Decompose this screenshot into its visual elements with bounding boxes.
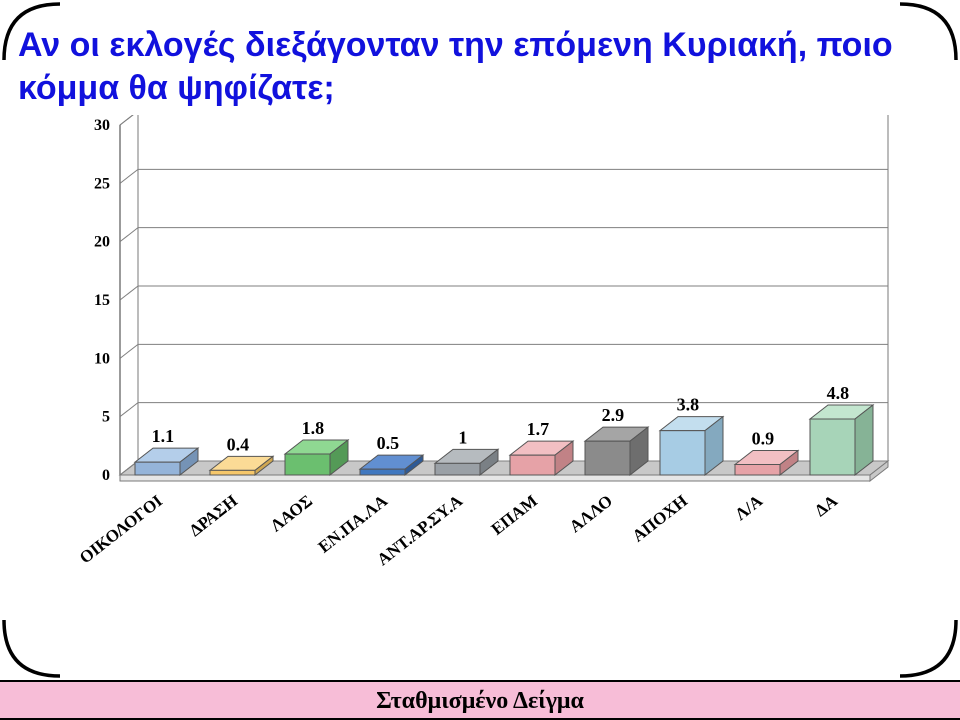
svg-text:ΛΑΟΣ: ΛΑΟΣ xyxy=(267,491,316,535)
svg-text:10: 10 xyxy=(94,350,110,367)
svg-text:1: 1 xyxy=(458,427,467,447)
svg-text:1.1: 1.1 xyxy=(152,426,175,446)
svg-text:2.9: 2.9 xyxy=(602,405,625,425)
svg-text:ΔΑ: ΔΑ xyxy=(811,491,841,521)
svg-text:15: 15 xyxy=(94,292,110,309)
svg-text:ΔΡΑΣΗ: ΔΡΑΣΗ xyxy=(186,491,241,540)
svg-text:0: 0 xyxy=(102,467,110,484)
svg-text:ΕΝ.ΠΑ.ΛΑ: ΕΝ.ΠΑ.ΛΑ xyxy=(315,491,392,557)
svg-text:ΑΛΛΟ: ΑΛΛΟ xyxy=(566,491,616,536)
svg-text:5: 5 xyxy=(102,409,110,426)
svg-text:0.4: 0.4 xyxy=(227,434,250,454)
svg-text:25: 25 xyxy=(94,175,110,192)
svg-text:30: 30 xyxy=(94,117,110,134)
svg-text:ΑΠΟΧΗ: ΑΠΟΧΗ xyxy=(629,491,691,546)
svg-text:0.9: 0.9 xyxy=(752,429,775,449)
svg-text:4.8: 4.8 xyxy=(827,383,850,403)
svg-text:ΕΠΑΜ: ΕΠΑΜ xyxy=(488,491,541,539)
svg-text:1.7: 1.7 xyxy=(527,419,550,439)
chart-title: Αν οι εκλογές διεξάγονταν την επόμενη Κυ… xyxy=(18,24,920,109)
svg-text:0.5: 0.5 xyxy=(377,433,400,453)
footer-label: Σταθμισμένο Δείγμα xyxy=(0,680,960,720)
svg-text:Λ/Α: Λ/Α xyxy=(731,491,766,524)
svg-text:3.8: 3.8 xyxy=(677,395,700,415)
svg-text:1.8: 1.8 xyxy=(302,418,325,438)
bar-chart: 0 5 10 15 20 25 30 1.1 ΟΙΚΟΛΟΓΟΙ 0.4 ΔΡΑΣΗ 1.8 ΛΑΟΣ 0… xyxy=(65,115,895,585)
svg-text:20: 20 xyxy=(94,234,110,251)
svg-text:ΟΙΚΟΛΟΓΟΙ: ΟΙΚΟΛΟΓΟΙ xyxy=(76,491,166,567)
